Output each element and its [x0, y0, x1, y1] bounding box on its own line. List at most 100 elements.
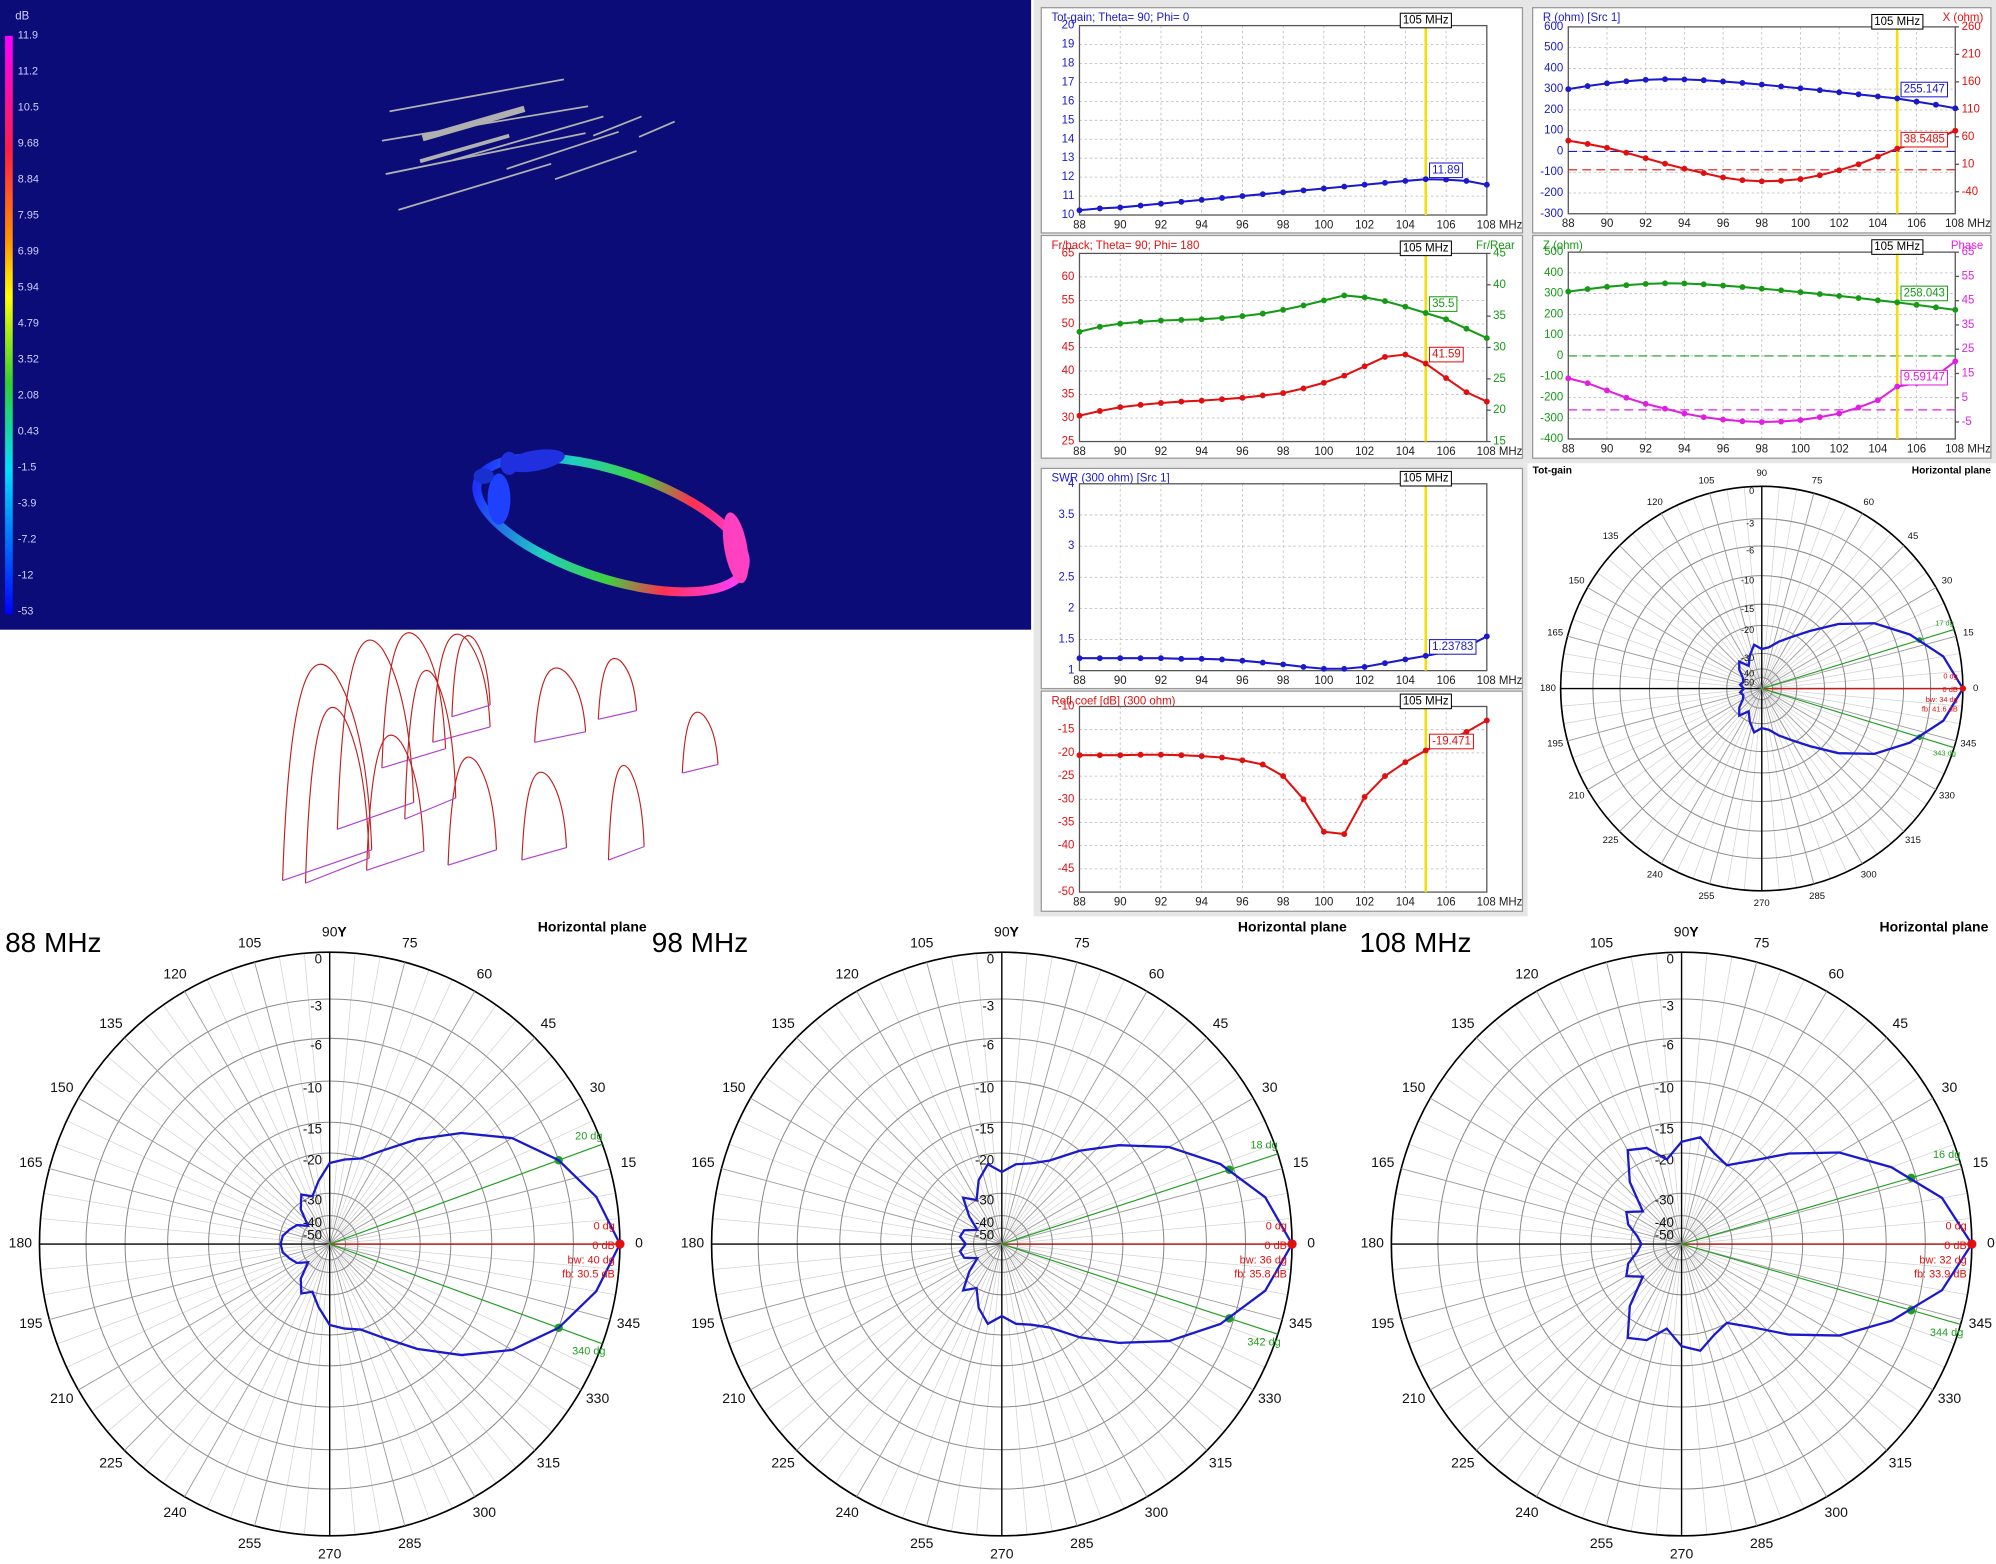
minor-radial-line — [1514, 1256, 1673, 1484]
x-tick-label: 96 — [1236, 896, 1249, 908]
spoke — [184, 1243, 331, 1497]
angle-label: 60 — [1863, 497, 1874, 508]
y2-tick-label: 15 — [1962, 367, 1975, 379]
x-tick-label: 108 MHz — [1945, 218, 1991, 230]
element — [389, 78, 565, 113]
data-point — [1402, 759, 1409, 766]
spoke — [1001, 1243, 1283, 1320]
spoke — [1430, 1243, 1682, 1391]
data-point — [1219, 396, 1225, 403]
y-tick-label: 45 — [1062, 341, 1075, 353]
chart-panel — [1040, 467, 1524, 690]
data-point — [1300, 796, 1307, 803]
minor-radial-line — [40, 1218, 315, 1244]
angle-label: 225 — [99, 1455, 123, 1471]
minor-radial-line — [1655, 953, 1681, 1229]
spoke — [78, 1097, 330, 1245]
angle-label: 210 — [50, 1390, 74, 1406]
minor-radial-line — [1771, 692, 1945, 775]
y2-title: Fr/Rear — [1476, 240, 1515, 252]
data-point — [1700, 170, 1707, 177]
minor-radial-line — [1767, 697, 1878, 855]
ring-label: -6 — [1746, 546, 1754, 556]
readout-label: 38.5485 — [1904, 134, 1945, 146]
x-tick-label: 106 — [1437, 675, 1456, 687]
data-point — [1681, 165, 1688, 172]
x-tick-label: 98 — [1277, 896, 1290, 908]
minor-radial-line — [1692, 698, 1759, 879]
data-point — [1259, 761, 1266, 768]
readout-label: 1.23783 — [1432, 641, 1473, 653]
ring-label: -3 — [310, 998, 322, 1013]
beam-edge-label: 340 dg — [572, 1345, 605, 1357]
data-point — [1341, 183, 1348, 190]
y2-tick-label: 60 — [1962, 131, 1975, 143]
minor-radial-line — [1596, 572, 1754, 683]
colorbar-label: 2.08 — [18, 390, 39, 402]
y2-tick-label: 15 — [1493, 436, 1506, 448]
angle-label: 225 — [1451, 1455, 1475, 1471]
y-tick-label: 400 — [1544, 267, 1563, 279]
ring-label: -30 — [975, 1192, 994, 1207]
minor-radial-line — [1630, 956, 1680, 1229]
x-tick-label: 90 — [1114, 675, 1127, 687]
data-point — [1584, 286, 1591, 293]
max-point — [1967, 1239, 1977, 1249]
minor-radial-line — [1596, 694, 1754, 805]
minor-radial-line — [1767, 522, 1878, 680]
spoke — [1681, 1168, 1963, 1245]
wire-base — [598, 710, 637, 720]
data-point — [1836, 167, 1843, 174]
y-tick-label: -200 — [1540, 187, 1563, 199]
angle-label: 15 — [621, 1154, 637, 1170]
ring-label: -50 — [1655, 1227, 1674, 1242]
data-point — [1565, 137, 1572, 144]
data-point — [1932, 304, 1939, 311]
minor-radial-line — [345, 1192, 616, 1242]
minor-radial-line — [1016, 1143, 1275, 1239]
minor-radial-line — [91, 1076, 318, 1236]
minor-radial-line — [1772, 670, 1963, 688]
view-3d: dB — [0, 0, 1032, 630]
chart-panel — [1040, 690, 1524, 912]
spoke — [1660, 688, 1763, 864]
spoke — [1001, 1097, 1254, 1245]
data-point — [1076, 655, 1083, 662]
y-tick-label: 0 — [1557, 145, 1563, 157]
minor-radial-line — [1696, 1249, 1955, 1345]
data-point — [1422, 176, 1429, 183]
data-point — [1178, 316, 1185, 323]
angle-label: 120 — [835, 965, 859, 981]
x-tick-label: 106 — [1437, 219, 1456, 231]
angle-label: 210 — [1402, 1390, 1426, 1406]
y-tick-label: 65 — [1062, 247, 1075, 259]
minor-radial-line — [1572, 619, 1752, 686]
readout-box — [1900, 369, 1948, 386]
minor-radial-line — [1558, 1258, 1676, 1509]
readout-label: 255.147 — [1904, 84, 1945, 96]
minor-radial-line — [1687, 979, 1805, 1230]
data-point — [1117, 404, 1124, 411]
data-point — [1623, 78, 1630, 85]
element — [638, 120, 676, 138]
cursor-label: 105 MHz — [1874, 241, 1920, 253]
x-tick-label: 100 — [1314, 446, 1333, 458]
colorbar-label: 5.94 — [18, 282, 39, 294]
data-point — [1797, 417, 1804, 424]
data-point — [1604, 283, 1610, 290]
spoke — [254, 962, 331, 1245]
cursor-label: 105 MHz — [1874, 16, 1920, 28]
readout-box — [1900, 131, 1948, 148]
minor-radial-line — [1687, 1258, 1805, 1509]
spoke — [1761, 688, 1863, 864]
minor-radial-line — [1581, 969, 1677, 1230]
wire-arch — [404, 669, 457, 820]
x-tick-label: 106 — [1907, 218, 1926, 230]
minor-radial-line — [1006, 1258, 1102, 1519]
spoke — [856, 991, 1003, 1245]
data-point — [1463, 177, 1470, 184]
y-tick-label: 25 — [1062, 436, 1075, 448]
data-point — [1816, 291, 1823, 298]
ring-label: -15 — [303, 1122, 322, 1137]
minor-radial-line — [338, 1256, 497, 1484]
